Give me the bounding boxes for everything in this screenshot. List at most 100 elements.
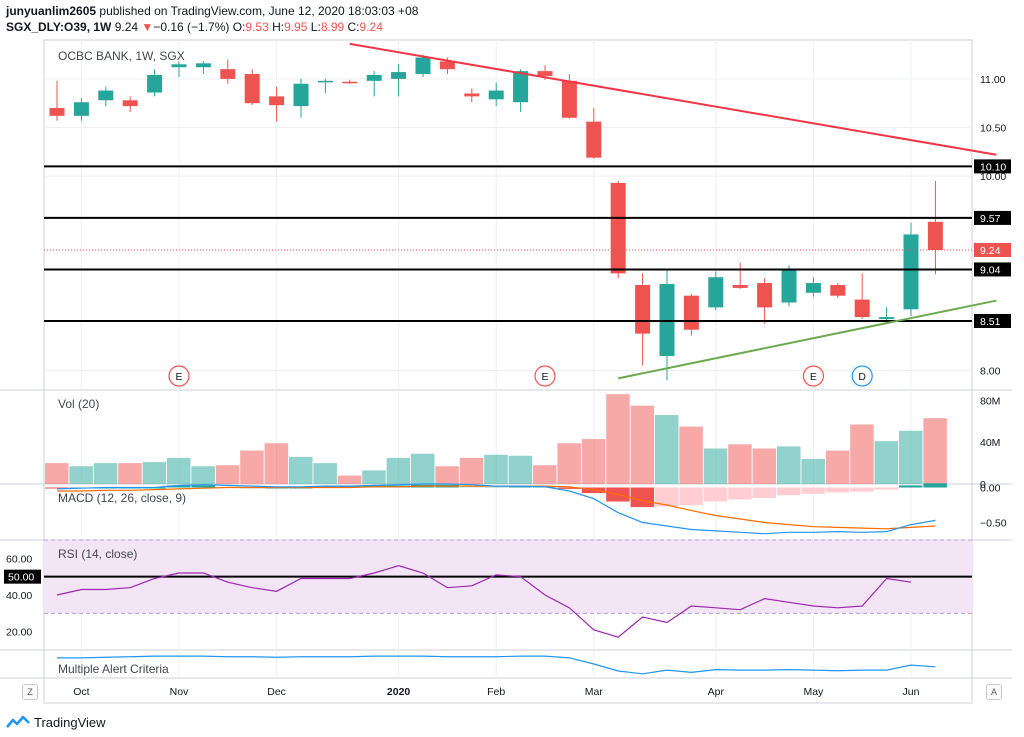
volume-bar bbox=[240, 450, 264, 484]
price-change: −0.16 (−1.7%) bbox=[153, 20, 230, 34]
price-tick-label: 10.50 bbox=[980, 123, 1006, 135]
candle bbox=[366, 71, 382, 97]
auto-scale-button[interactable]: A bbox=[986, 684, 1002, 700]
volume-bar bbox=[581, 439, 606, 484]
volume-bar bbox=[508, 455, 533, 484]
close-value: 9.24 bbox=[359, 20, 383, 34]
volume-bar bbox=[386, 457, 411, 484]
symbol-name[interactable]: SGX_DLY:O39, 1W bbox=[6, 20, 112, 34]
candle-body bbox=[513, 71, 529, 103]
candle bbox=[757, 278, 773, 324]
macd-histogram-bar bbox=[630, 487, 655, 508]
candle-body bbox=[464, 93, 480, 97]
macd-histogram-bar bbox=[557, 487, 581, 489]
price-tick-label: 8.00 bbox=[980, 366, 1001, 378]
volume-bar bbox=[703, 448, 728, 484]
candle bbox=[586, 108, 602, 159]
x-axis-label: Nov bbox=[170, 686, 189, 698]
publish-line: junyuanlim2605 published on TradingView.… bbox=[6, 4, 418, 18]
alert-criteria-line bbox=[57, 655, 936, 675]
candle bbox=[98, 86, 114, 107]
publisher-name[interactable]: junyuanlim2605 bbox=[6, 4, 97, 18]
candle bbox=[464, 88, 480, 103]
candle bbox=[73, 98, 89, 121]
volume-bar bbox=[825, 450, 850, 484]
candle bbox=[391, 64, 407, 97]
candle-body bbox=[171, 64, 187, 68]
macd-line bbox=[56, 483, 936, 535]
macd-pane-title: MACD (12, 26, close, 9) bbox=[58, 491, 186, 505]
candle bbox=[805, 277, 821, 297]
volume-bar bbox=[679, 426, 703, 484]
low-label: L: bbox=[310, 20, 321, 34]
volume-bar bbox=[655, 415, 679, 484]
event-marker-letter: D bbox=[858, 371, 866, 383]
candle bbox=[171, 61, 187, 77]
candle-body bbox=[293, 83, 309, 107]
volume-tick-label: 0 bbox=[980, 479, 986, 491]
macd-histogram-bar bbox=[508, 486, 533, 488]
level-price-label: 9.57 bbox=[980, 213, 1001, 225]
volume-bar bbox=[923, 418, 947, 484]
candle bbox=[927, 180, 943, 275]
volume-bar bbox=[850, 424, 874, 484]
volume-bar bbox=[752, 448, 777, 484]
volume-bar bbox=[533, 465, 557, 484]
macd-histogram-bar bbox=[655, 487, 679, 507]
volume-bar bbox=[899, 430, 923, 484]
candle bbox=[293, 78, 309, 118]
timezone-toggle-button[interactable]: Z bbox=[22, 684, 38, 700]
dividend-marker-icon[interactable] bbox=[851, 365, 873, 387]
candle-body bbox=[537, 71, 553, 76]
earnings-marker-icon[interactable] bbox=[168, 365, 190, 387]
volume-bar bbox=[142, 462, 167, 484]
last-price: 9.24 bbox=[114, 20, 139, 34]
volume-bar bbox=[557, 443, 581, 484]
x-axis-label: Jun bbox=[903, 686, 920, 698]
earnings-marker-icon[interactable] bbox=[802, 365, 825, 387]
volume-bar bbox=[337, 475, 362, 484]
candle bbox=[342, 79, 358, 84]
x-axis-label: Apr bbox=[708, 686, 725, 698]
price-tick-label: 11.00 bbox=[980, 74, 1006, 86]
volume-tick-label: 80M bbox=[980, 395, 1000, 407]
volume-bar bbox=[606, 394, 630, 484]
symbol-line: SGX_DLY:O39, 1W 9.24 ▼−0.16 (−1.7%) O:9.… bbox=[6, 20, 383, 34]
event-marker-letter: E bbox=[175, 371, 182, 383]
candle bbox=[854, 273, 870, 320]
x-axis-label: Feb bbox=[487, 686, 505, 698]
volume-bar bbox=[215, 465, 240, 484]
footer-brand: TradingView bbox=[6, 712, 106, 732]
resistance-trendline bbox=[349, 42, 997, 156]
alert-pane-title: Multiple Alert Criteria bbox=[58, 662, 169, 676]
earnings-marker-icon[interactable] bbox=[534, 365, 556, 387]
macd-histogram-bar bbox=[191, 485, 215, 488]
macd-histogram-bar bbox=[777, 487, 801, 496]
level-price-tag bbox=[974, 262, 1011, 277]
candle bbox=[317, 78, 333, 94]
macd-histogram-bar bbox=[752, 487, 777, 498]
candle-body bbox=[561, 80, 577, 118]
event-marker-letter: E bbox=[541, 371, 548, 383]
event-marker-letter: E bbox=[810, 371, 817, 383]
candle bbox=[488, 82, 504, 107]
macd-histogram-bar bbox=[801, 487, 825, 494]
volume-bar bbox=[435, 466, 459, 484]
candle bbox=[781, 265, 797, 307]
candle bbox=[244, 69, 260, 106]
volume-bar bbox=[264, 443, 289, 484]
chart-canvas[interactable]: Oct Nov Dec 2020 Feb Mar Apr May Jun8.0010.0010.… bbox=[0, 0, 1024, 712]
volume-pane-title: Vol (20) bbox=[58, 397, 99, 411]
candle-body bbox=[683, 295, 699, 330]
high-label: H: bbox=[272, 20, 285, 34]
candle-body bbox=[244, 74, 260, 104]
candle bbox=[220, 59, 236, 84]
volume-bar bbox=[69, 466, 93, 484]
candle-body bbox=[805, 283, 821, 293]
macd-tick-label: −0.50 bbox=[980, 518, 1007, 530]
volume-bar bbox=[459, 457, 484, 484]
down-arrow-icon: ▼ bbox=[141, 20, 154, 34]
candle-body bbox=[269, 96, 285, 106]
level-price-tag bbox=[974, 159, 1011, 174]
candle-body bbox=[903, 234, 919, 310]
